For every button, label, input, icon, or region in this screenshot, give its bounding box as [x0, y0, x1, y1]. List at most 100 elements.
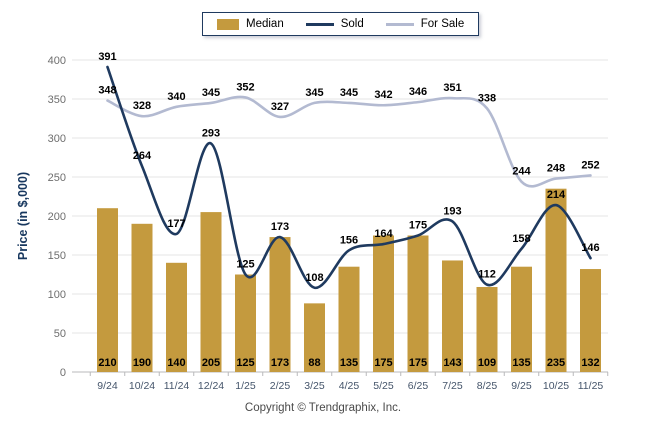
- median-value-label: 109: [478, 357, 496, 369]
- median-value-label: 190: [133, 357, 151, 369]
- x-tick-label: 2/25: [270, 380, 291, 392]
- median-bar-11/25: [580, 269, 601, 372]
- sold-line-swatch-icon: [305, 22, 334, 26]
- median-bar-11/24: [166, 262, 187, 372]
- median-value-label: 175: [374, 357, 392, 369]
- legend-label-for-sale: For Sale: [420, 18, 465, 30]
- for-sale-value-label: 345: [305, 87, 323, 99]
- sold-value-label: 125: [236, 259, 254, 271]
- x-tick-label: 11/24: [164, 380, 190, 392]
- median-bar-5/25: [373, 235, 394, 372]
- x-tick-label: 9/24: [97, 380, 118, 392]
- sold-value-label: 112: [478, 269, 496, 281]
- x-tick-label: 12/24: [198, 380, 224, 392]
- median-value-label: 143: [443, 357, 461, 369]
- for-sale-value-label: 340: [167, 91, 185, 103]
- median-value-label: 210: [98, 357, 116, 369]
- sold-value-label: 146: [581, 242, 599, 254]
- median-bar-8/25: [476, 286, 498, 372]
- median-bar-9/24: [97, 208, 118, 372]
- legend-item-median: Median: [217, 18, 284, 30]
- for-sale-value-label: 342: [374, 89, 392, 101]
- sold-value-label: 391: [98, 51, 116, 63]
- chart-legend: Median Sold For Sale: [202, 12, 480, 36]
- x-tick-label: 10/25: [543, 380, 569, 392]
- median-value-label: 140: [167, 357, 185, 369]
- legend-item-sold: Sold: [305, 18, 364, 30]
- median-bar-9/25: [511, 266, 532, 372]
- x-tick-label: 1/25: [235, 380, 256, 392]
- median-bar-10/24: [131, 223, 153, 372]
- x-tick-label: 7/25: [442, 380, 463, 392]
- for-sale-value-label: 346: [409, 86, 427, 98]
- sold-value-label: 156: [340, 234, 358, 246]
- copyright-text: Copyright © Trendgraphix, Inc.: [244, 402, 402, 414]
- sold-value-label: 173: [271, 221, 289, 233]
- for-sale-value-label: 351: [443, 82, 461, 94]
- x-tick-label: 5/25: [373, 380, 394, 392]
- y-tick-label: 150: [48, 250, 66, 262]
- median-value-label: 135: [512, 357, 530, 369]
- median-value-label: 205: [202, 357, 220, 369]
- sold-value-label: 264: [133, 150, 152, 162]
- x-tick-label: 11/25: [578, 380, 604, 392]
- sold-value-label: 293: [202, 127, 220, 139]
- for-sale-value-label: 338: [478, 92, 496, 104]
- line-for-sale: [106, 95, 592, 188]
- median-value-label: 132: [581, 357, 599, 369]
- legend-label-median: Median: [246, 18, 284, 30]
- x-tick-label: 6/25: [408, 380, 429, 392]
- median-bar-10/25: [545, 188, 567, 372]
- median-bar-1/25: [235, 274, 256, 372]
- sold-value-label: 214: [547, 189, 566, 201]
- x-tick-label: 10/24: [129, 380, 155, 392]
- median-value-label: 125: [236, 357, 254, 369]
- median-bar-12/24: [200, 212, 222, 372]
- median-bar-6/25: [407, 235, 429, 372]
- for-sale-value-label: 352: [236, 81, 254, 93]
- for-sale-value-label: 328: [133, 100, 151, 112]
- for-sale-value-label: 252: [581, 159, 599, 171]
- x-tick-label: 9/25: [511, 380, 532, 392]
- line-sold: [106, 65, 592, 290]
- median-value-label: 88: [308, 357, 320, 369]
- y-tick-label: 0: [60, 367, 66, 379]
- for-sale-value-label: 248: [547, 163, 565, 175]
- median-bar-3/25: [304, 303, 325, 372]
- y-tick-label: 50: [54, 328, 66, 340]
- legend-label-sold: Sold: [340, 18, 364, 30]
- median-bar-2/25: [269, 237, 291, 372]
- for-sale-value-label: 327: [271, 101, 289, 113]
- sold-value-label: 177: [167, 218, 185, 230]
- median-value-label: 173: [271, 357, 289, 369]
- median-bar-4/25: [338, 266, 360, 372]
- median-bar-7/25: [442, 260, 463, 372]
- y-tick-label: 200: [48, 211, 66, 223]
- x-tick-label: 8/25: [477, 380, 498, 392]
- y-tick-label: 100: [48, 289, 66, 301]
- y-tick-label: 250: [48, 172, 66, 184]
- y-tick-label: 400: [48, 55, 66, 67]
- for-sale-line-swatch-icon: [385, 22, 414, 26]
- x-tick-label: 4/25: [339, 380, 360, 392]
- legend-item-for-sale: For Sale: [385, 18, 465, 30]
- sold-value-label: 158: [512, 233, 530, 245]
- sold-value-label: 193: [443, 205, 461, 217]
- x-tick-label: 3/25: [304, 380, 325, 392]
- median-value-label: 175: [409, 357, 427, 369]
- median-value-label: 235: [547, 357, 565, 369]
- y-tick-label: 300: [48, 133, 66, 145]
- for-sale-value-label: 348: [98, 85, 116, 97]
- y-axis-title: Price (in $,000): [16, 172, 30, 260]
- y-tick-label: 350: [48, 94, 66, 106]
- sold-value-label: 175: [409, 220, 427, 232]
- for-sale-value-label: 345: [202, 87, 220, 99]
- for-sale-value-label: 345: [340, 87, 358, 99]
- median-value-label: 135: [340, 357, 358, 369]
- price-combo-chart: 0 50 100 150 200 250 300 350 400 210 190 140 205 125 1…: [16, 51, 609, 392]
- for-sale-value-label: 244: [512, 166, 531, 178]
- sold-value-label: 164: [374, 228, 393, 240]
- median-bar-swatch-icon: [217, 18, 239, 30]
- sold-value-label: 108: [305, 272, 323, 284]
